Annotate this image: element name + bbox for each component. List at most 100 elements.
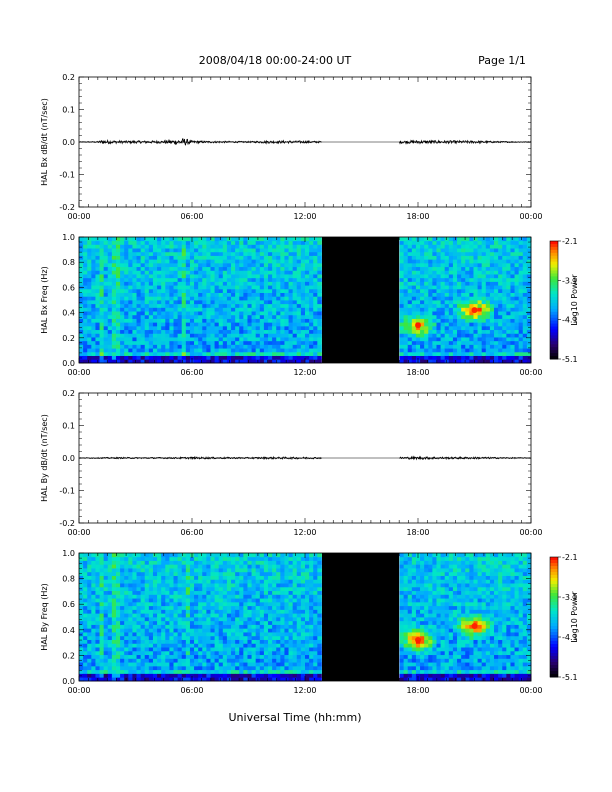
spectrogram-cell [235, 322, 240, 327]
y-axis-title: HAL By dB/dt (nT/sec) [40, 414, 49, 502]
spectrogram-cell [157, 277, 162, 282]
spectrogram-cell [111, 314, 117, 319]
spectrogram-cell [185, 285, 191, 290]
spectrogram-cell [309, 311, 314, 316]
spectrogram-cell [177, 677, 183, 682]
spectrogram-cell [157, 314, 162, 319]
spectrogram-cell [83, 564, 88, 569]
spectrogram-cell [83, 662, 88, 667]
spectrogram-cell [83, 643, 88, 648]
spectrogram-cell [181, 244, 187, 249]
spectrogram-cell [309, 355, 314, 360]
spectrogram-cell [305, 344, 310, 349]
spectrogram-cell [473, 251, 478, 256]
spectrogram-cell [263, 337, 269, 342]
spectrogram-cell [83, 314, 88, 319]
spectrogram-cell [239, 594, 244, 599]
spectrogram-cell [428, 255, 433, 260]
spectrogram-cell [79, 314, 84, 319]
spectrogram-cell [161, 624, 166, 629]
spectrogram-cell [165, 665, 170, 671]
spectrogram-cell [185, 556, 191, 561]
spectrogram-cell [128, 601, 133, 607]
spectrogram-cell [79, 296, 84, 301]
spectrogram-cell [317, 248, 322, 253]
spectrogram-cell [189, 251, 195, 256]
spectrogram-cell [91, 553, 96, 558]
spectrogram-cell [194, 624, 199, 629]
spectrogram-cell [161, 351, 166, 356]
spectrogram-cell [226, 628, 232, 633]
spectrogram-cell [477, 281, 483, 286]
spectrogram-cell [128, 318, 133, 323]
spectrogram-cell [494, 307, 499, 312]
spectrogram-cell [140, 609, 146, 614]
spectrogram-cell [144, 344, 150, 349]
spectrogram-cell [107, 348, 113, 353]
spectrogram-cell [99, 351, 105, 356]
spectrogram-cell [157, 575, 162, 580]
spectrogram-cell [411, 262, 417, 268]
spectrogram-cell [510, 255, 515, 260]
spectrogram-cell [300, 325, 306, 331]
spectrogram-cell [177, 344, 183, 349]
spectrogram-cell [91, 650, 96, 656]
spectrogram-cell [428, 318, 433, 323]
spectrogram-cell [317, 337, 322, 342]
spectrogram-cell [498, 311, 503, 316]
spectrogram-cell [140, 322, 146, 327]
spectrogram-cell [420, 311, 425, 316]
spectrogram-cell [428, 248, 433, 253]
spectrogram-cell [284, 318, 289, 323]
spectrogram-cell [300, 237, 306, 242]
spectrogram-cell [514, 329, 520, 334]
spectrogram-cell [202, 594, 207, 599]
spectrogram-cell [148, 329, 154, 334]
spectrogram-cell [91, 571, 96, 576]
spectrogram-cell [157, 643, 162, 648]
spectrogram-cell [407, 244, 413, 249]
spectrogram-cell [522, 251, 528, 256]
spectrogram-cell [403, 266, 409, 271]
spectrogram-cell [485, 244, 491, 249]
spectrogram-cell [284, 344, 289, 349]
spectrogram-cell [457, 307, 462, 312]
spectrogram-cell [124, 270, 129, 275]
spectrogram-cell [111, 568, 117, 573]
spectrogram-cell [411, 351, 417, 356]
spectrogram-cell [136, 586, 142, 592]
spectrogram-cell [198, 662, 203, 667]
spectrogram-cell [173, 277, 179, 282]
spectrogram-cell [510, 274, 515, 279]
spectrogram-cell [107, 259, 113, 264]
spectrogram-cell [189, 355, 195, 360]
spectrogram-cell [99, 314, 105, 319]
spectrogram-cell [91, 669, 96, 674]
spectrogram-cell [440, 270, 446, 275]
spectrogram-cell [103, 665, 109, 671]
spectrogram-cell [214, 643, 220, 648]
spectrogram-cell [107, 650, 113, 656]
spectrogram-cell [194, 654, 199, 659]
spectrogram-cell [210, 244, 215, 249]
spectrogram-cell [169, 575, 174, 580]
spectrogram-cell [411, 251, 417, 256]
spectrogram-cell [231, 314, 236, 319]
spectrogram-cell [477, 318, 483, 323]
spectrogram-cell [152, 266, 158, 271]
spectrogram-cell [181, 248, 187, 253]
spectrogram-cell [288, 270, 294, 275]
spectrogram-cell [185, 586, 191, 592]
spectrogram-cell [305, 285, 310, 290]
spectrogram-cell [103, 314, 109, 319]
spectrogram-cell [136, 677, 142, 682]
spectrogram-cell [436, 237, 441, 242]
spectrogram-cell [194, 635, 199, 640]
spectrogram-cell [305, 237, 310, 242]
spectrogram-cell [144, 609, 150, 614]
spectrogram-cell [300, 318, 306, 323]
spectrogram-cell [91, 359, 96, 364]
spectrogram-cell [432, 318, 437, 323]
spectrogram-cell [514, 251, 520, 256]
spectrogram-cell [489, 307, 495, 312]
